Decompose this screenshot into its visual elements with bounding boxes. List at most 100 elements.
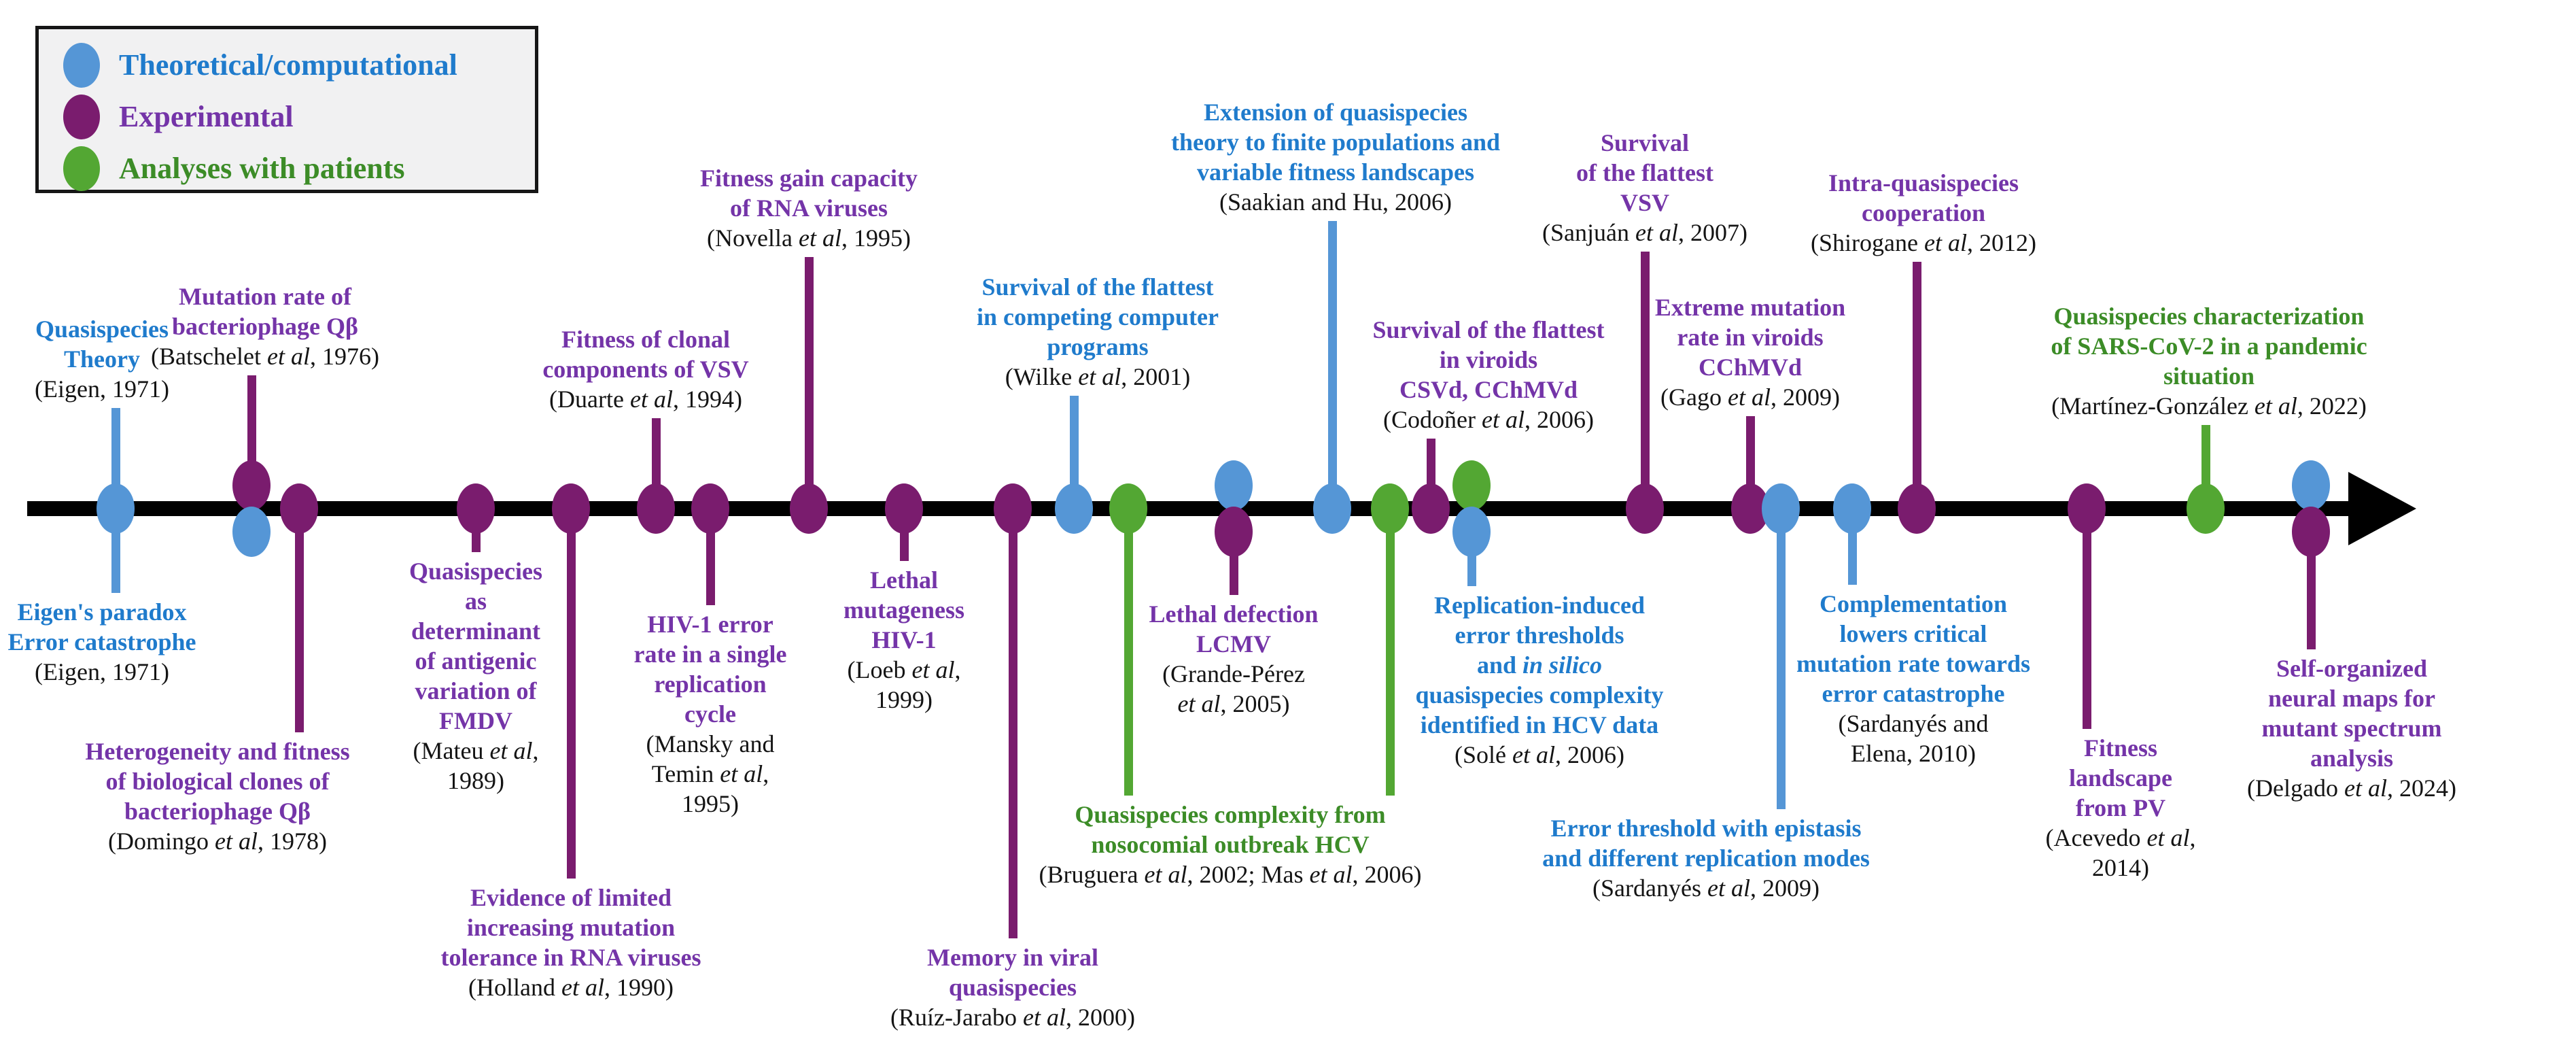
event-label-heading-line: cycle <box>684 700 736 728</box>
timeline-axis-line <box>27 501 2365 516</box>
event-label-citation-line: (Gago et al, 2009) <box>1660 384 1840 411</box>
event-stem-hcv-outbreak-2006 <box>1385 509 1395 796</box>
event-label-heading-line: of antigenic <box>415 647 537 675</box>
event-label-citation-line: 1999) <box>875 686 933 713</box>
event-label-heading-line: Fitness of clonal <box>561 326 730 353</box>
event-label-saakian-hu-2006: Extension of quasispecies theory to finit… <box>1171 97 1500 217</box>
legend-box: Theoretical/computational Experimental Ana… <box>35 26 538 193</box>
event-label-heading-line: Lethal defection <box>1149 600 1319 628</box>
event-label-heading-line: Complementation <box>1820 590 2007 617</box>
event-label-heading-line: Quasispecies characterization <box>2053 303 2365 330</box>
event-label-heading-line: Mutation rate of <box>179 283 351 310</box>
event-label-novella-1995: Fitness gain capacity of RNA viruses (Nove… <box>700 163 918 253</box>
event-label-heading-line: Memory in viral <box>927 944 1098 971</box>
event-dot-holland-1990 <box>552 483 590 534</box>
event-label-heading-line: theory to finite populations and <box>1170 129 1501 156</box>
event-label-citation-line: 2014) <box>2092 854 2149 881</box>
event-label-heading-line: replication <box>654 670 767 698</box>
event-label-heading-line: rate in viroids <box>1677 324 1824 351</box>
event-label-heading-line: Error catastrophe <box>7 628 196 655</box>
event-label-heading-line: FMDV <box>439 707 512 734</box>
event-label-heading-line: mutation rate towards <box>1796 650 2030 677</box>
event-label-heading-line: situation <box>2163 362 2255 390</box>
event-dot-grande-perez-2005-blue <box>1215 460 1253 511</box>
event-label-hcv-outbreak-2002: Quasispecies complexity from nosocomial o… <box>1039 800 1422 889</box>
event-label-citation-line: (Holland et al, 1990) <box>468 974 674 1001</box>
event-label-gago-2009: Extreme mutation rate in viroids CChMVd (Ga… <box>1655 292 1845 412</box>
event-stem-ruiz-jarabo-2000 <box>1008 509 1017 938</box>
event-label-heading-line: identified in HCV data <box>1420 711 1659 738</box>
event-stem-novella-1995 <box>804 257 814 509</box>
event-label-heading-line: nosocomial outbreak HCV <box>1091 831 1370 858</box>
event-dot-saakian-hu-2006 <box>1313 483 1351 534</box>
event-label-citation-line: (Grande-Pérez <box>1162 660 1305 687</box>
event-label-duarte-1994: Fitness of clonal components of VSV (Duart… <box>542 324 748 414</box>
event-label-heading-line: HIV-1 error <box>647 611 773 638</box>
event-label-heading-line: in competing computer <box>977 303 1219 330</box>
event-label-sole-2006: Replication-induced error thresholds and i… <box>1416 590 1664 770</box>
event-label-citation-line: et al, 2005) <box>1177 690 1290 717</box>
event-label-codoner-2006: Survival of the flattest in viroids CSVd, … <box>1373 315 1605 435</box>
event-label-heading-line: neural maps for <box>2268 685 2435 712</box>
event-dot-martinez-gonzalez-2022 <box>2187 483 2225 534</box>
event-label-citation-line: (Solé et al, 2006) <box>1455 741 1624 768</box>
event-dot-mansky-temin-1995 <box>691 483 729 534</box>
event-label-heading-line: HIV-1 <box>871 626 937 653</box>
event-label-acevedo-2014: Fitness landscape from PV (Acevedo et al, 20… <box>2046 733 2196 883</box>
event-label-grande-perez-2005: Lethal defection LCMV (Grande-Pérez et al, … <box>1149 599 1319 719</box>
event-label-citation-line: (Sanjuán et al, 2007) <box>1542 219 1747 246</box>
event-label-heading-line: Error threshold with epistasis <box>1550 815 1862 842</box>
event-dot-shirogane-2012 <box>1898 483 1936 534</box>
event-label-heading-line: cooperation <box>1862 199 1985 226</box>
event-stem-saakian-hu-2006 <box>1327 221 1337 509</box>
event-dot-novella-1995 <box>790 483 828 534</box>
event-label-heading-line: Intra-quasispecies <box>1828 169 2019 197</box>
event-dot-mateu-1989 <box>457 483 495 534</box>
event-label-domingo-1978: Heterogeneity and fitness of biological c… <box>85 736 349 856</box>
event-label-citation-line: Elena, 2010) <box>1851 740 1976 767</box>
event-label-eigen-1971-above: Quasispecies Theory (Eigen, 1971) <box>35 314 169 404</box>
legend-item-patients: Analyses with patients <box>63 145 405 192</box>
event-label-holland-1990: Evidence of limited increasing mutation to… <box>441 883 701 1002</box>
event-label-heading-line: as <box>464 587 487 615</box>
event-label-citation-line: (Mansky and <box>646 730 775 757</box>
event-label-heading-line: Evidence of limited <box>470 884 672 911</box>
event-label-heading-line: Quasispecies <box>408 558 543 585</box>
event-label-heading-line: analysis <box>2310 745 2394 772</box>
event-label-heading-line: VSV <box>1620 189 1670 216</box>
event-label-heading-line: Extension of quasispecies <box>1203 99 1468 126</box>
event-label-citation-line: (Novella et al, 1995) <box>707 224 911 252</box>
event-label-heading-line: Survival <box>1600 129 1690 156</box>
legend-patients-label: Analyses with patients <box>119 152 405 185</box>
legend-experimental-label: Experimental <box>119 100 294 133</box>
event-label-heading-line: lowers critical <box>1839 620 1987 647</box>
event-dot-loeb-1999 <box>885 483 923 534</box>
event-stem-delgado-2024 <box>2306 532 2316 649</box>
event-label-citation-line: (Wilke et al, 2001) <box>1005 363 1191 390</box>
event-label-heading-line: CChMVd <box>1698 354 1803 381</box>
legend-theoretical-dot-icon <box>63 43 100 88</box>
event-label-heading-line: increasing mutation <box>466 914 676 941</box>
event-label-citation-line: (Acevedo et al, <box>2045 824 2196 851</box>
event-dot-codoner-2006 <box>1412 483 1450 534</box>
event-label-heading-line: Fitness gain capacity <box>700 165 918 192</box>
event-label-heading-line: error catastrophe <box>1822 680 2005 707</box>
event-stem-acevedo-2014 <box>2082 509 2091 729</box>
event-label-heading-line: from PV <box>2075 794 2166 821</box>
event-label-heading-line: quasispecies <box>948 974 1077 1001</box>
legend-experimental-dot-icon <box>63 95 100 139</box>
event-dot-hcv-outbreak-2002 <box>1109 483 1147 534</box>
event-stem-domingo-1978 <box>294 509 304 732</box>
event-label-citation-line: (Codoñer et al, 2006) <box>1383 406 1594 433</box>
event-label-sardanyes-elena-2010: Complementation lowers critical mutation r… <box>1796 589 2030 768</box>
event-stem-holland-1990 <box>566 509 576 879</box>
event-label-citation-line: (Batschelet et al, 1976) <box>151 343 379 370</box>
event-label-heading-line: Survival of the flattest <box>981 273 1214 301</box>
event-label-martinez-gonzalez-2022: Quasispecies characterization of SARS-CoV… <box>2051 301 2367 421</box>
event-label-heading-line: tolerance in RNA viruses <box>440 944 701 971</box>
event-label-heading-line: Theory <box>63 345 140 373</box>
event-label-citation-line: (Duarte et al, 1994) <box>549 386 742 413</box>
event-label-heading-line: components of VSV <box>542 356 749 383</box>
event-label-citation-line: 1989) <box>447 767 504 794</box>
